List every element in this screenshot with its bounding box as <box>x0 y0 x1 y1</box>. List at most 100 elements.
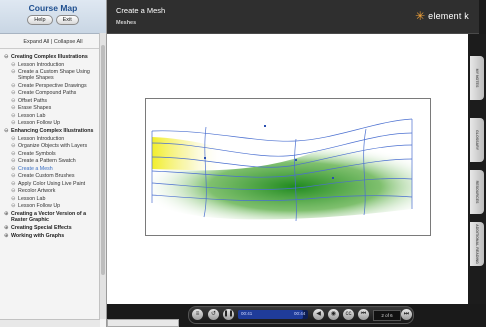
pause-button[interactable]: ❚❚ <box>223 309 234 320</box>
tab-resources[interactable]: RESOURCES <box>470 170 484 214</box>
lesson-item[interactable]: ⊖ Create a Custom Shape Using Simple Shap… <box>4 69 98 81</box>
lesson-bullet-icon: ⊖ <box>11 203 16 209</box>
collapse-icon[interactable]: ⊖ <box>4 54 9 60</box>
exit-button[interactable]: Exit <box>55 15 79 25</box>
progress-fill <box>238 310 304 319</box>
collapse-all-link[interactable]: Collapse All <box>53 39 83 45</box>
menu-button[interactable]: ≡ <box>192 309 203 320</box>
lesson-label: Create a Pattern Swatch <box>18 158 76 164</box>
expand-icon[interactable]: ⊕ <box>4 233 9 239</box>
volume-icon[interactable]: ◀ <box>313 309 324 320</box>
module-item[interactable]: ⊕ Creating Special Effects <box>4 225 98 231</box>
lesson-bullet-icon: ⊖ <box>11 188 16 194</box>
total-time: 00:44 <box>294 311 306 316</box>
lesson-label: Offset Paths <box>18 97 48 104</box>
expand-all-link[interactable]: Expand All <box>23 39 50 45</box>
scrollbar-thumb[interactable] <box>101 45 105 275</box>
tab-my-notes[interactable]: MY NOTES <box>470 56 484 100</box>
logo-text: element k <box>428 11 469 21</box>
course-map-header: Course Map Help Exit <box>0 0 106 34</box>
lesson-bullet-icon: ⊖ <box>11 112 16 119</box>
lesson-label: Lesson Follow Up <box>18 120 61 126</box>
lesson-bullet-icon: ⊖ <box>11 120 16 126</box>
lesson-item[interactable]: ⊖ Lesson Follow Up <box>4 120 98 126</box>
lesson-item[interactable]: ⊖ Lesson Introduction <box>4 62 98 68</box>
replay-button[interactable]: ↺ <box>208 309 219 320</box>
lesson-label: Create a Mesh <box>18 165 53 172</box>
course-map-panel: Course Map Help Exit Expand All | Collap… <box>0 0 107 327</box>
lesson-label: Organize Objects with Layers <box>18 143 88 149</box>
expand-icon[interactable]: ⊕ <box>4 211 9 217</box>
lesson-item[interactable]: ⊖ Create Perspective Drawings <box>4 83 98 89</box>
lesson-item[interactable]: ⊖ Lesson Lab <box>4 113 98 119</box>
page-indicator: 2 of 6 <box>373 310 401 321</box>
lesson-bullet-icon: ⊖ <box>11 195 16 202</box>
lesson-bullet-icon: ⊖ <box>11 97 16 104</box>
element-k-logo: ✳ element k <box>415 10 469 22</box>
lesson-label: Create Compound Paths <box>18 90 77 96</box>
collapse-icon[interactable]: ⊖ <box>4 128 9 134</box>
lesson-item[interactable]: ⊖ Lesson Follow Up <box>4 203 98 209</box>
mesh-anchor-points <box>204 125 334 179</box>
lesson-bullet-icon: ⊖ <box>11 135 16 142</box>
module-item[interactable]: ⊕ Working with Graphs <box>4 233 98 239</box>
mesh-green-region <box>152 146 412 220</box>
module-label: Creating Complex Illustrations <box>11 54 88 60</box>
tab-glossary[interactable]: GLOSSARY <box>470 118 484 162</box>
module-label: Creating a Vector Version of a Raster Gr… <box>11 211 87 223</box>
tab-additional-reading[interactable]: ADDITIONAL READING <box>470 222 484 266</box>
lesson-title: Create a Mesh <box>116 6 166 15</box>
lesson-item[interactable]: ⊖ Lesson Lab <box>4 196 98 202</box>
lesson-bullet-icon: ⊖ <box>11 173 16 179</box>
lesson-subtitle: Meshes <box>116 20 137 26</box>
module-item[interactable]: ⊖ Creating Complex Illustrations <box>4 54 98 60</box>
sidebar-scrollbar[interactable] <box>99 33 106 319</box>
module-item[interactable]: ⊖ Enhancing Complex Illustrations <box>4 128 98 134</box>
slide-content-area <box>107 34 468 304</box>
lesson-item[interactable]: ⊖ Create Compound Paths <box>4 90 98 96</box>
lesson-item[interactable]: ⊖ Recolor Artwork <box>4 188 98 194</box>
lesson-item[interactable]: ⊖ Create Custom Brushes <box>4 173 98 179</box>
lesson-item[interactable]: ⊖ Create a Pattern Swatch <box>4 158 98 164</box>
lesson-item[interactable]: ⊖ Organize Objects with Layers <box>4 143 98 149</box>
next-button[interactable]: ⏭ <box>401 309 412 320</box>
lesson-item[interactable]: ⊖ Create Symbols <box>4 151 98 157</box>
lesson-item[interactable]: ⊖ Erase Shapes <box>4 105 98 111</box>
module-label: Working with Graphs <box>11 233 65 239</box>
lesson-item[interactable]: ⊖ Lesson Introduction <box>4 136 98 142</box>
status-strip <box>107 319 179 327</box>
course-map-title: Course Map <box>28 3 78 13</box>
module-item[interactable]: ⊕ Creating a Vector Version of a Raster G… <box>4 211 98 223</box>
lesson-bullet-icon: ⊖ <box>11 165 16 172</box>
lesson-bullet-icon: ⊖ <box>11 90 16 96</box>
expand-icon[interactable]: ⊕ <box>4 225 9 231</box>
lesson-label: Lesson Lab <box>18 112 46 119</box>
right-tab-strip: MY NOTES GLOSSARY RESOURCES ADDITIONAL R… <box>468 34 486 304</box>
lesson-bullet-icon: ⊖ <box>11 150 16 157</box>
mesh-illustration <box>145 98 431 236</box>
lesson-bullet-icon: ⊖ <box>11 105 16 111</box>
playback-controls: ≡ ↺ ❚❚ 00:41 00:44 ◀ ◉ cc ⏮ 2 of 6 ⏭ <box>188 306 414 324</box>
lesson-bullet-icon: ⊖ <box>11 143 16 149</box>
lesson-item[interactable]: ⊖ Create a Mesh <box>4 166 98 172</box>
cc-button[interactable]: cc <box>343 309 354 320</box>
lesson-label: Create Symbols <box>18 150 56 157</box>
lesson-label: Lesson Introduction <box>18 61 65 68</box>
module-label: Creating Special Effects <box>11 225 72 231</box>
lesson-item[interactable]: ⊖ Offset Paths <box>4 98 98 104</box>
lesson-bullet-icon: ⊖ <box>11 69 16 75</box>
lesson-bullet-icon: ⊖ <box>11 158 16 164</box>
progress-bar[interactable] <box>238 310 308 319</box>
lesson-label: Create Perspective Drawings <box>18 82 87 89</box>
lesson-item[interactable]: ⊖ Apply Color Using Live Paint <box>4 181 98 187</box>
lesson-bullet-icon: ⊖ <box>11 61 16 68</box>
help-button[interactable]: Help <box>27 15 53 25</box>
lesson-label: Lesson Introduction <box>18 135 65 142</box>
lesson-bullet-icon: ⊖ <box>11 180 16 187</box>
captions-button[interactable]: ◉ <box>328 309 339 320</box>
lesson-header: Create a Mesh Meshes ✳ element k <box>107 0 479 34</box>
lesson-bullet-icon: ⊖ <box>11 82 16 89</box>
previous-button[interactable]: ⏮ <box>358 309 369 320</box>
sidebar-horizontal-scrollbar[interactable] <box>0 319 100 327</box>
separator: | <box>50 39 53 45</box>
